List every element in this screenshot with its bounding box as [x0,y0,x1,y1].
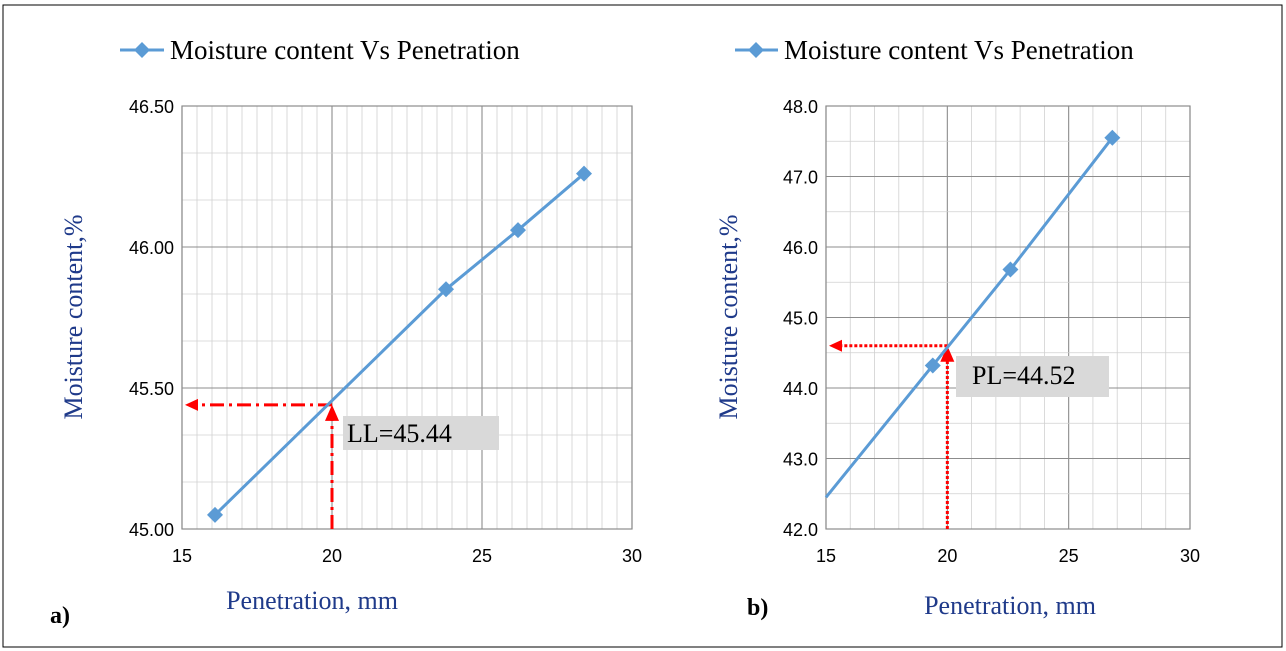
x-tick-label-b: 30 [1180,546,1200,566]
tick-labels-b: 15 20 25 30 42.0 43.0 44.0 45.0 46.0 47.0 48.0 [783,97,1200,566]
annotation-text-a: LL=45.44 [347,419,452,448]
y-tick-label-a: 45.00 [129,520,174,540]
guide-arrow-left-b [829,339,842,352]
x-tick-label-b: 20 [937,546,957,566]
x-tick-label-b: 25 [1059,546,1079,566]
data-point-a [438,281,454,298]
data-point-a [576,165,592,182]
panel-label-b: b) [747,595,768,621]
y-tick-label-b: 47.0 [783,168,818,188]
y-tick-label-a: 46.00 [129,238,174,258]
x-tick-label-a: 15 [172,546,192,566]
x-axis-label-a: Penetration, mm [226,586,398,615]
series-line-b [824,136,1114,499]
y-tick-label-b: 42.0 [783,520,818,540]
data-point-a [510,222,526,239]
legend-marker-b [748,42,764,58]
tick-labels-a: 15 20 25 30 45.00 45.50 46.00 46.50 [129,97,642,566]
legend-label-b: Moisture content Vs Penetration [784,35,1134,65]
plot-border-a [181,105,633,530]
series-b [824,129,1121,499]
plot-area-b [825,105,1191,530]
data-point-a [207,506,223,523]
annotation-box-b [956,356,1109,397]
y-axis-label-a: Moisture content,% [59,214,88,419]
chart-panel-a: Moisture content Vs Penetration 15 20 25 30… [50,35,642,629]
x-axis-label-b: Penetration, mm [924,591,1096,620]
x-tick-label-a: 25 [472,546,492,566]
figure-frame [2,4,1283,648]
series-line-a [213,172,585,516]
y-tick-label-a: 46.50 [129,97,174,117]
x-tick-label-a: 30 [622,546,642,566]
plot-border-b [825,105,1191,530]
guide-arrow-up-a [325,404,339,421]
y-tick-label-a: 45.50 [129,379,174,399]
legend-b: Moisture content Vs Penetration [735,35,1134,65]
x-tick-label-b: 15 [816,546,836,566]
legend-label-a: Moisture content Vs Penetration [170,35,520,65]
x-tick-label-a: 20 [322,546,342,566]
data-point-b [924,357,941,374]
plot-area-a [181,105,633,530]
legend-a: Moisture content Vs Penetration [120,35,520,65]
y-tick-label-b: 48.0 [783,97,818,117]
guide-arrow-up-b [940,345,955,362]
annotation-box-a [343,416,499,450]
guide-arrow-left-a [185,398,198,411]
guide-lines-b [829,339,955,529]
guide-lines-a [185,398,339,529]
y-tick-label-b: 46.0 [783,238,818,258]
legend-marker-a [134,42,150,58]
chart-panel-b: Moisture content Vs Penetration 15 20 25 30… [714,35,1200,621]
y-tick-label-b: 45.0 [783,309,818,329]
annotation-text-b: PL=44.52 [972,361,1076,390]
y-tick-label-b: 43.0 [783,450,818,470]
y-axis-label-b: Moisture content,% [714,214,743,419]
data-point-b [1002,261,1019,278]
data-point-b [1104,129,1121,146]
series-a [207,165,592,523]
y-tick-label-b: 44.0 [783,379,818,399]
panel-label-a: a) [50,603,70,629]
